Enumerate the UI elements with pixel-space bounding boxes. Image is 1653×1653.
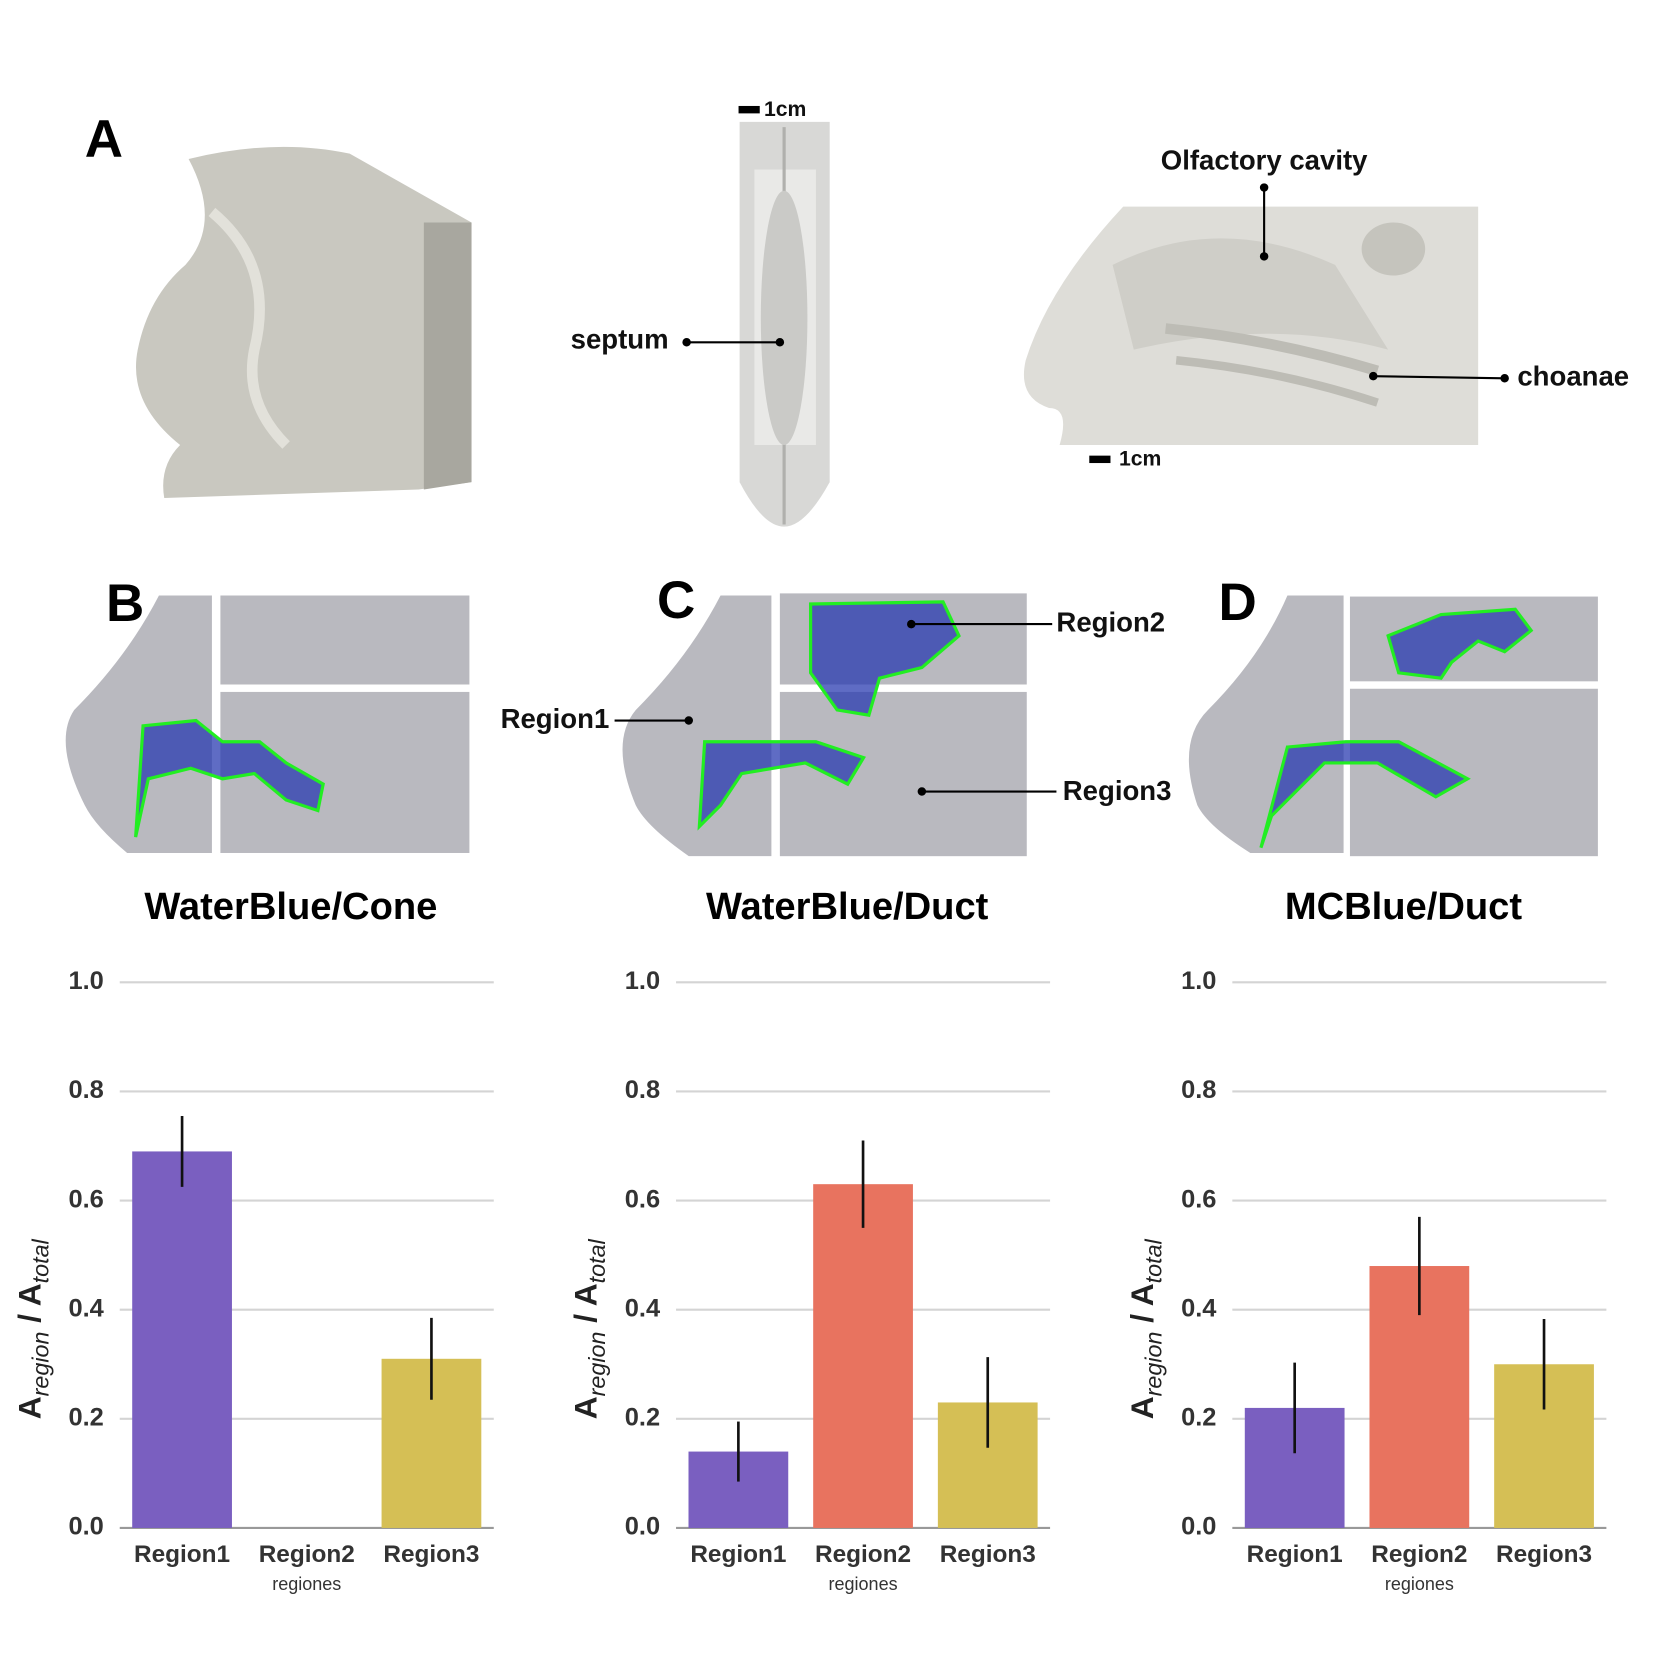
panel-label: B [106,574,144,633]
annotation: septum [571,323,669,354]
y-tick-label: 0.2 [625,1404,660,1432]
panel-label: A [85,110,123,169]
y-tick-label: 1.0 [1181,967,1216,995]
y-tick-label: 0.4 [1181,1294,1216,1322]
bar [132,1151,232,1528]
annotation: Region2 [1056,606,1165,637]
chart-title: WaterBlue/Duct [706,885,989,928]
x-tick-label: Region1 [134,1541,230,1568]
x-tick-label: Region1 [1247,1541,1343,1568]
x-axis-label: regiones [272,1574,341,1594]
y-tick-label: 0.0 [1181,1513,1216,1541]
x-tick-label: Region3 [940,1541,1036,1568]
photo-c [622,593,1027,857]
y-axis-label-part: total [28,1238,54,1283]
y-tick-label: 0.0 [625,1513,660,1541]
scale-bar [738,105,760,114]
y-axis-label-part: A [568,1396,604,1419]
y-tick-label: 0.6 [625,1185,660,1213]
y-tick-label: 0.6 [1181,1185,1216,1213]
y-axis-label-part: / A [568,1283,604,1331]
panel-label: C [657,571,695,630]
y-axis-label: Aregion / Atotal [568,1238,610,1419]
panel-label: D [1219,573,1257,632]
x-tick-label: Region3 [383,1541,479,1568]
y-tick-label: 0.2 [1181,1404,1216,1432]
x-tick-label: Region2 [259,1541,355,1568]
leaders [614,183,1509,796]
bar [813,1184,913,1528]
annotation: Region3 [1063,775,1172,806]
y-tick-label: 1.0 [625,967,660,995]
y-tick-label: 0.2 [68,1404,103,1432]
y-axis-label-part: region [1140,1332,1166,1397]
y-axis-label: Aregion / Atotal [11,1238,53,1419]
annotation: Olfactory cavity [1161,144,1368,175]
photo-b [65,595,470,853]
scale-label: 1cm [1119,447,1161,470]
y-axis-label-part: / A [11,1283,47,1331]
annotation: choanae [1517,361,1629,392]
x-tick-label: Region1 [690,1541,786,1568]
y-axis-label-part: A [1124,1396,1160,1419]
y-tick-label: 0.8 [1181,1076,1216,1104]
y-axis-label-part: total [1140,1238,1166,1283]
y-axis-label-part: / A [1124,1283,1160,1331]
y-tick-label: 0.8 [625,1076,660,1104]
x-tick-label: Region3 [1496,1541,1592,1568]
y-tick-label: 1.0 [68,967,103,995]
photo-d [1188,595,1598,857]
nose-model-section [1023,206,1479,446]
y-tick-label: 0.4 [625,1294,660,1322]
y-tick-label: 0.6 [68,1185,103,1213]
scale-label: 1cm [764,98,806,121]
x-tick-label: Region2 [815,1541,911,1568]
y-tick-label: 0.0 [68,1513,103,1541]
annotation: Region1 [501,703,610,734]
y-tick-label: 0.4 [68,1294,103,1322]
y-axis-label-part: region [584,1332,610,1397]
x-axis-label: regiones [829,1574,898,1594]
x-tick-label: Region2 [1371,1541,1467,1568]
y-axis-label: Aregion / Atotal [1124,1238,1166,1419]
nose-model-3d [135,146,472,499]
chart-title: WaterBlue/Cone [144,885,437,928]
chart-title: MCBlue/Duct [1285,885,1523,928]
y-axis-label-part: region [28,1332,54,1397]
y-tick-label: 0.8 [68,1076,103,1104]
y-axis-label-part: total [584,1238,610,1283]
scale-bar [1089,455,1111,464]
nose-model-front [739,121,830,527]
x-axis-label: regiones [1385,1574,1454,1594]
y-axis-label-part: A [11,1396,47,1419]
